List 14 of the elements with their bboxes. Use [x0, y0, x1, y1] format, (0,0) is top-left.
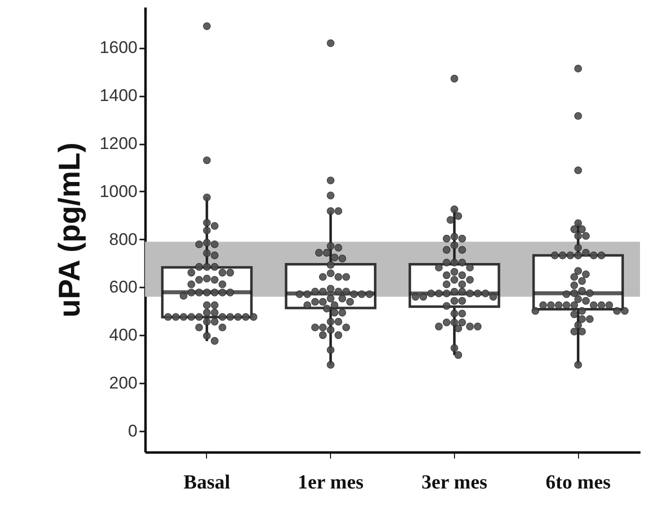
x-tick-label: 3er mes — [422, 472, 488, 494]
x-tick-label: 1er mes — [298, 472, 364, 494]
y-tick-label: 0 — [128, 421, 138, 440]
y-tick-label: 1600 — [100, 38, 138, 58]
y-tick-label: 800 — [109, 230, 138, 249]
y-tick-label: 200 — [109, 374, 138, 393]
y-tick-label: 1200 — [100, 134, 138, 154]
y-axis-title: uPA (pg/mL) — [54, 142, 87, 318]
y-tick-label: 1000 — [100, 182, 138, 201]
y-tick-label: 600 — [109, 278, 138, 297]
x-tick-label: Basal — [184, 472, 231, 494]
x-tick-label: 6to mes — [546, 472, 611, 494]
y-tick-label: 1400 — [100, 86, 138, 106]
y-tick-label: 400 — [109, 326, 138, 345]
